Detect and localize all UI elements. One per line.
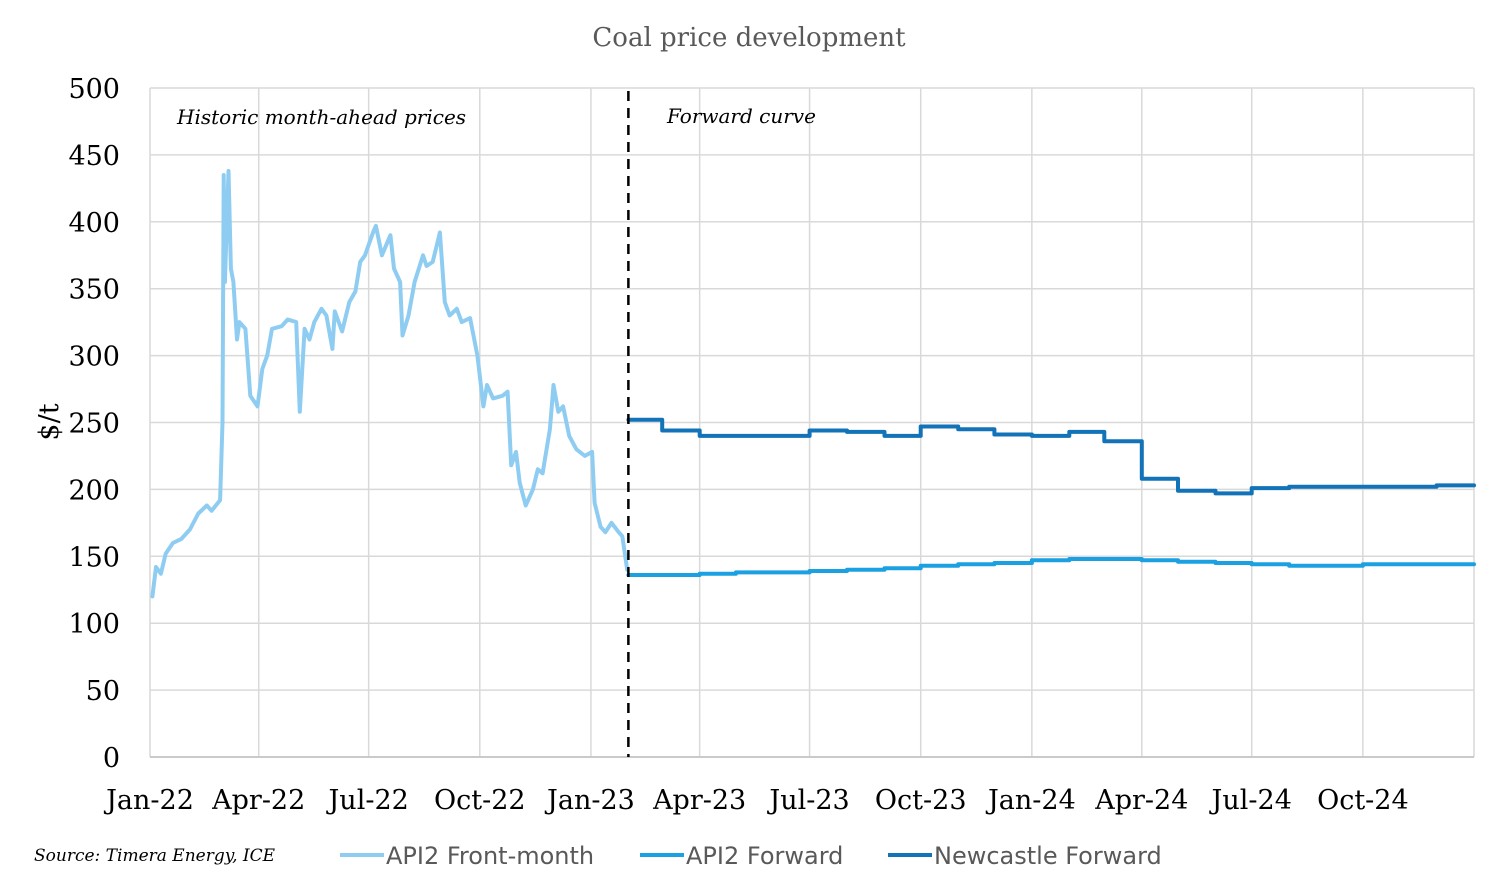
x-tick-label: Jan-23: [544, 785, 635, 816]
x-tick-label: Oct-23: [875, 785, 967, 816]
x-tick-label: Apr-22: [211, 785, 305, 816]
series-line-api2-front-month: [150, 169, 630, 599]
y-tick-label: 500: [68, 74, 120, 105]
x-tick-label: Jan-24: [985, 785, 1076, 816]
chart-title: Coal price development: [592, 23, 906, 53]
x-tick-label: Apr-24: [1094, 785, 1188, 816]
y-tick-label: 450: [68, 141, 120, 172]
legend-label-api2-forward: API2 Forward: [686, 842, 843, 870]
y-tick-label: 250: [68, 409, 120, 440]
y-axis-label: $/t: [34, 403, 65, 440]
annotation-forward: Forward curve: [666, 104, 816, 128]
y-tick-label: 200: [68, 475, 120, 506]
x-tick-label: Jan-22: [103, 785, 194, 816]
y-tick-label: 300: [68, 342, 120, 373]
legend-label-api2-front-month: API2 Front-month: [386, 842, 594, 870]
x-tick-label: Oct-22: [434, 785, 526, 816]
gridlines: [149, 87, 1475, 758]
annotation-historic: Historic month-ahead prices: [176, 105, 466, 129]
series-lines: [150, 169, 1476, 599]
y-tick-label: 400: [68, 208, 120, 239]
y-tick-label: 50: [86, 676, 120, 707]
x-tick-label: Oct-24: [1317, 785, 1409, 816]
legend-label-newcastle-forward: Newcastle Forward: [934, 842, 1162, 870]
x-tick-label: Jul-22: [325, 785, 408, 816]
x-tick-label: Jul-23: [766, 785, 849, 816]
y-tick-label: 350: [68, 275, 120, 306]
source-note: Source: Timera Energy, ICE: [34, 846, 276, 866]
x-axis-ticks: Jan-22 Apr-22 Jul-22 Oct-22 Jan-23 Apr-23 Jul-…: [103, 785, 1409, 816]
y-tick-label: 100: [68, 609, 120, 640]
series-line-newcastle-forward: [626, 417, 1476, 496]
x-tick-label: Jul-24: [1209, 785, 1292, 816]
series-line-api2-forward: [626, 557, 1476, 577]
y-axis-ticks: 0 50 100 150 200 250 300 350 400 450 500: [68, 74, 120, 774]
y-tick-label: 0: [103, 743, 120, 774]
y-tick-label: 150: [68, 542, 120, 573]
legend: API2 Front-month API2 Forward Newcastle Fo…: [340, 842, 1162, 870]
x-tick-label: Apr-23: [652, 785, 746, 816]
